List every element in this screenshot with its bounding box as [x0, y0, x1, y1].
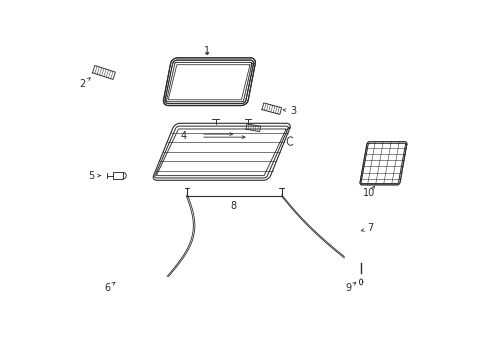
Text: 10: 10 — [362, 188, 374, 198]
Text: 9: 9 — [345, 283, 351, 293]
Text: 5: 5 — [88, 171, 95, 181]
Text: 7: 7 — [366, 223, 373, 233]
Polygon shape — [361, 143, 405, 183]
Text: 1: 1 — [203, 46, 210, 56]
Text: 4: 4 — [181, 131, 187, 141]
Text: 3: 3 — [290, 106, 296, 116]
Text: 6: 6 — [104, 283, 110, 293]
Polygon shape — [166, 62, 251, 103]
Text: 2: 2 — [79, 79, 85, 89]
Bar — [113, 172, 123, 180]
Text: 8: 8 — [230, 202, 236, 211]
